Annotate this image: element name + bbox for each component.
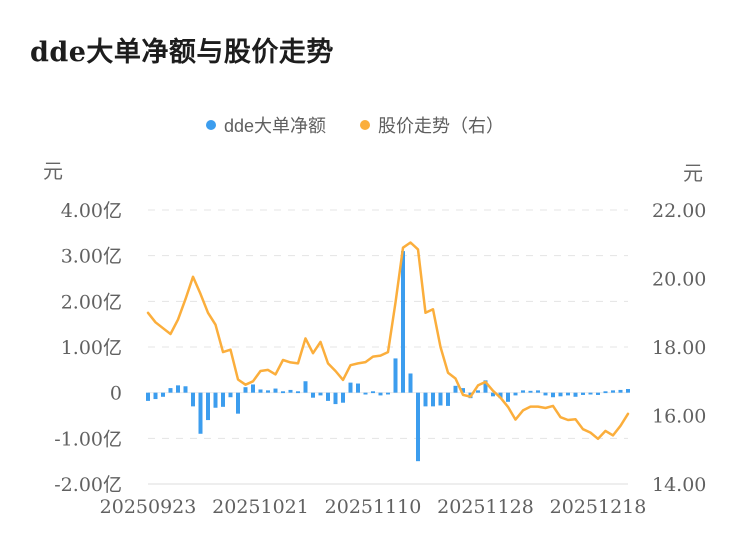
left-axis-tick-label: -2.00亿 xyxy=(54,474,122,496)
legend-label-price-trend: 股价走势（右） xyxy=(378,116,505,136)
net-amount-bar xyxy=(528,390,533,393)
net-amount-bar xyxy=(513,392,518,396)
net-amount-bar xyxy=(498,392,503,399)
left-axis-tick-label: 0 xyxy=(110,383,122,405)
net-amount-bar xyxy=(558,392,563,397)
net-amount-bar xyxy=(168,388,173,393)
net-amount-bar xyxy=(198,392,203,434)
net-amount-bar xyxy=(236,392,240,414)
net-amount-bar xyxy=(626,389,630,393)
net-amount-bar xyxy=(266,390,270,393)
net-amount-bar xyxy=(296,391,300,394)
net-amount-bar xyxy=(618,389,623,393)
right-axis-tick-label: 14.00 xyxy=(652,474,706,496)
net-amount-bar xyxy=(318,392,323,396)
net-amount-bar xyxy=(371,391,375,394)
left-axis-tick-label: -1.00亿 xyxy=(54,428,122,450)
net-amount-bar xyxy=(566,392,570,396)
net-amount-bar xyxy=(341,392,345,403)
right-axis-tick-label: 20.00 xyxy=(652,269,706,291)
net-amount-bar xyxy=(213,392,218,408)
net-amount-bar xyxy=(476,390,480,393)
legend-dot-icon-price-trend xyxy=(360,120,371,130)
price-line xyxy=(146,241,630,441)
net-amount-bar xyxy=(446,392,450,406)
net-amount-bar xyxy=(221,392,225,407)
net-amount-bar xyxy=(243,387,248,393)
net-amount-bar xyxy=(536,390,540,393)
right-axis-tick-label: 18.00 xyxy=(652,337,706,359)
right-axis-tick-label: 16.00 xyxy=(652,406,706,428)
net-amount-bar xyxy=(588,392,593,395)
net-amount-bar xyxy=(491,392,495,397)
net-amount-bar xyxy=(161,392,165,397)
net-amount-bar xyxy=(251,384,255,393)
net-amount-bar xyxy=(378,392,383,396)
net-amount-bar xyxy=(191,392,195,407)
net-amount-bar xyxy=(603,391,608,394)
net-amount-bar xyxy=(228,392,233,398)
net-amount-bar xyxy=(386,392,390,395)
legend-label-net-amount: dde大单净额 xyxy=(223,116,327,136)
net-amount-bar xyxy=(461,388,465,393)
net-amount-bar xyxy=(183,386,188,393)
left-axis-unit: 元 xyxy=(43,159,63,183)
left-axis-tick-label: 2.00亿 xyxy=(61,291,122,313)
net-amount-bar xyxy=(543,392,548,396)
net-amount-bar xyxy=(521,390,525,393)
net-amount-bar xyxy=(596,392,600,395)
net-amount-bar xyxy=(438,392,443,406)
legend-item-price-trend[interactable]: 股价走势（右） xyxy=(360,112,504,138)
left-axis-tick-label: 3.00亿 xyxy=(61,246,122,268)
net-amount-bar xyxy=(206,392,210,421)
net-amount-bar xyxy=(273,388,278,393)
chart-title: dde大单净额与股价走势 xyxy=(30,37,334,68)
net-amount-bar xyxy=(363,392,368,395)
net-amount-bar xyxy=(431,392,435,407)
net-amount-bar xyxy=(453,385,458,393)
x-axis-tick-label: 20251218 xyxy=(550,496,647,518)
net-amount-bar xyxy=(393,358,398,393)
net-amount-bar xyxy=(333,392,338,405)
net-amount-bar xyxy=(303,381,308,393)
net-amount-bar xyxy=(551,392,555,398)
net-amount-bar xyxy=(401,251,405,393)
net-amount-bar xyxy=(258,389,263,393)
net-amount-bar xyxy=(326,392,330,401)
net-amount-bar xyxy=(176,385,180,393)
net-amount-bar xyxy=(153,392,158,400)
net-amount-bar xyxy=(408,373,413,393)
net-amount-bar xyxy=(146,392,150,401)
chart-legend: dde大单净额 股价走势（右） xyxy=(0,112,750,138)
legend-dot-icon-net-amount xyxy=(205,120,216,130)
net-amount-bar xyxy=(416,392,420,462)
legend-item-net-amount[interactable]: dde大单净额 xyxy=(205,112,327,138)
net-amount-bar xyxy=(348,382,353,393)
net-amount-bar xyxy=(506,392,510,402)
x-axis-tick-label: 20251110 xyxy=(325,496,422,518)
net-amount-bar xyxy=(311,392,315,398)
x-axis-tick-label: 20251128 xyxy=(437,496,534,518)
right-axis-unit: 元 xyxy=(683,161,703,185)
left-axis-tick-label: 1.00亿 xyxy=(61,337,122,359)
x-axis-tick-label: 20251021 xyxy=(212,496,309,518)
left-axis-tick-label: 4.00亿 xyxy=(61,200,122,222)
right-axis-tick-label: 22.00 xyxy=(652,200,706,222)
net-amount-bar xyxy=(288,389,293,393)
net-amount-bar xyxy=(356,383,360,393)
x-axis-tick-label: 20250923 xyxy=(100,496,197,518)
net-amount-bar xyxy=(423,392,428,407)
net-amount-bar xyxy=(573,392,578,397)
net-amount-bar xyxy=(281,391,285,394)
net-amount-bar xyxy=(611,390,615,393)
net-amount-bar xyxy=(581,392,585,395)
net-amount-bar xyxy=(483,380,488,393)
